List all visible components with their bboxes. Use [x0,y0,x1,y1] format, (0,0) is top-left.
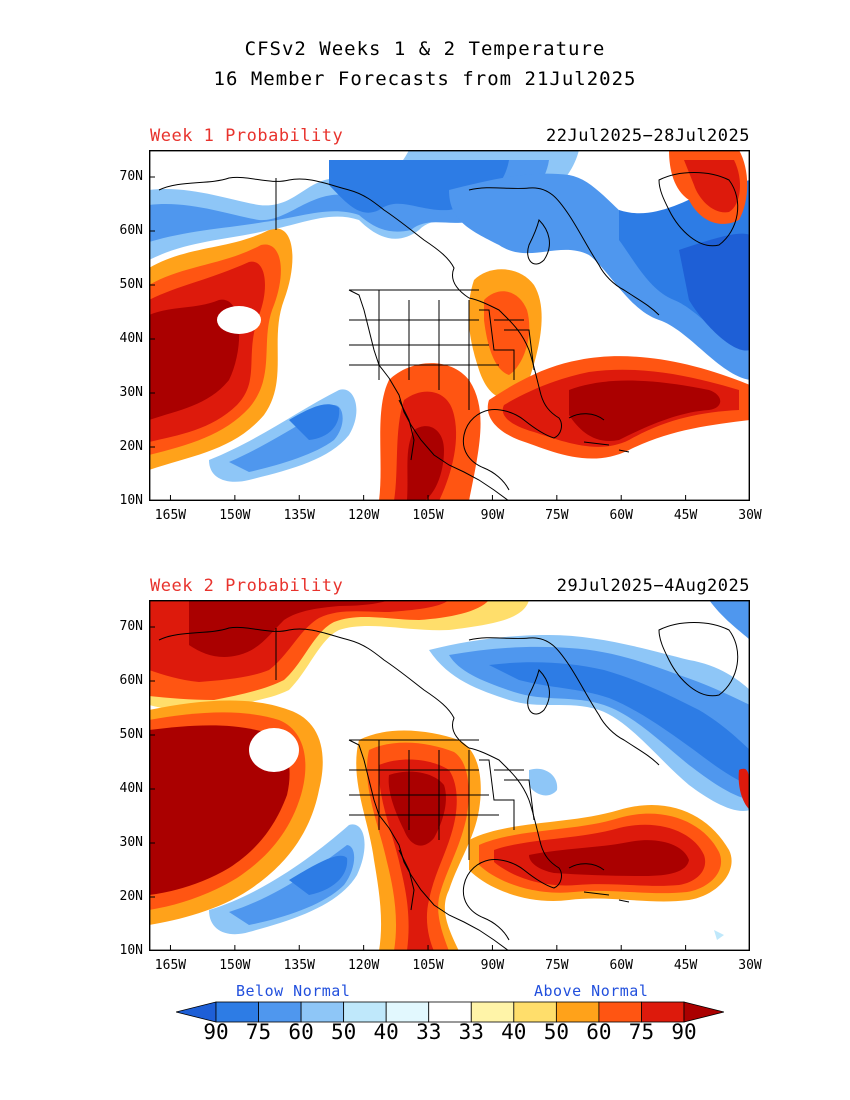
week2-date-range: 29Jul2025−4Aug2025 [556,576,750,596]
legend-value: 33 [458,1020,484,1044]
legend-value: 50 [330,1020,357,1044]
latitude-label: 20N [119,439,143,454]
legend-color-box [258,1001,302,1023]
latitude-label: 70N [119,619,143,634]
longitude-label: 90W [480,958,505,973]
latitude-label: 10N [119,943,143,958]
longitude-label: 165W [154,958,187,973]
longitude-label: 90W [480,508,505,523]
longitude-label: 30W [738,508,762,523]
coastlines-and-borders [158,172,739,501]
latitude-label: 50N [119,727,143,742]
legend-color-box [470,1001,515,1023]
legend-value: 40 [501,1020,527,1044]
legend-color-box [300,1001,345,1023]
latitude-label: 20N [119,889,143,904]
legend-value: 50 [543,1020,569,1044]
legend-value: 90 [203,1020,229,1044]
longitude-label: 75W [545,508,569,523]
longitude-label: 120W [347,508,380,523]
week1-map [149,150,750,501]
legend-color-box [428,1001,472,1023]
above-normal-label: Above Normal [534,982,649,1000]
legend-color-box [385,1001,430,1023]
longitude-label: 165W [154,508,187,523]
latitude-label: 70N [119,169,143,184]
longitude-label: 60W [609,508,633,523]
latitude-label: 50N [119,277,143,292]
legend-arrow-above [683,1001,725,1023]
week2-map [149,600,750,951]
color-legend [175,1001,725,1023]
latitude-label: 30N [119,835,143,850]
longitude-label: 45W [673,508,698,523]
week1-date-range: 22Jul2025−28Jul2025 [546,126,750,146]
color-legend-bar [175,1001,725,1023]
probability-shading [149,150,750,501]
legend-color-box [513,1001,557,1023]
longitude-label: 105W [412,508,444,523]
chart-subtitle: 16 Member Forecasts from 21Jul2025 [213,68,637,90]
legend-value: 90 [671,1020,697,1044]
longitude-label: 120W [347,958,380,973]
latitude-label: 10N [119,493,143,508]
longitude-label: 150W [219,958,251,973]
week2-map-svg [149,600,750,951]
map-frame [149,150,750,501]
legend-value: 75 [628,1020,655,1044]
week2-label: Week 2 Probability [150,576,344,596]
week1-map-svg [149,150,750,501]
legend-value: 60 [586,1020,612,1044]
legend-value: 33 [416,1020,442,1044]
latitude-label: 60N [119,673,143,688]
chart-title: CFSv2 Weeks 1 & 2 Temperature [244,38,606,60]
coastlines-and-borders [158,622,739,951]
latitude-label: 40N [119,331,143,346]
longitude-label: 150W [219,508,251,523]
longitude-label: 135W [283,958,315,973]
legend-color-box [215,1001,259,1023]
longitude-label: 30W [738,958,762,973]
legend-color-box [598,1001,642,1023]
longitude-label: 45W [673,958,698,973]
longitude-label: 105W [412,958,444,973]
longitude-label: 75W [545,958,569,973]
below-normal-label: Below Normal [236,982,351,1000]
probability-shading [149,600,750,951]
legend-value: 60 [288,1020,314,1044]
legend-color-box [555,1001,600,1023]
legend-arrow-below [175,1001,217,1023]
legend-color-box [343,1001,387,1023]
week1-label: Week 1 Probability [150,126,344,146]
latitude-label: 30N [119,385,143,400]
legend-value: 75 [245,1020,272,1044]
longitude-label: 135W [283,508,315,523]
map-frame [149,600,750,951]
legend-value: 40 [373,1020,399,1044]
latitude-label: 60N [119,223,143,238]
latitude-label: 40N [119,781,143,796]
longitude-label: 60W [609,958,633,973]
legend-color-box [641,1001,685,1023]
